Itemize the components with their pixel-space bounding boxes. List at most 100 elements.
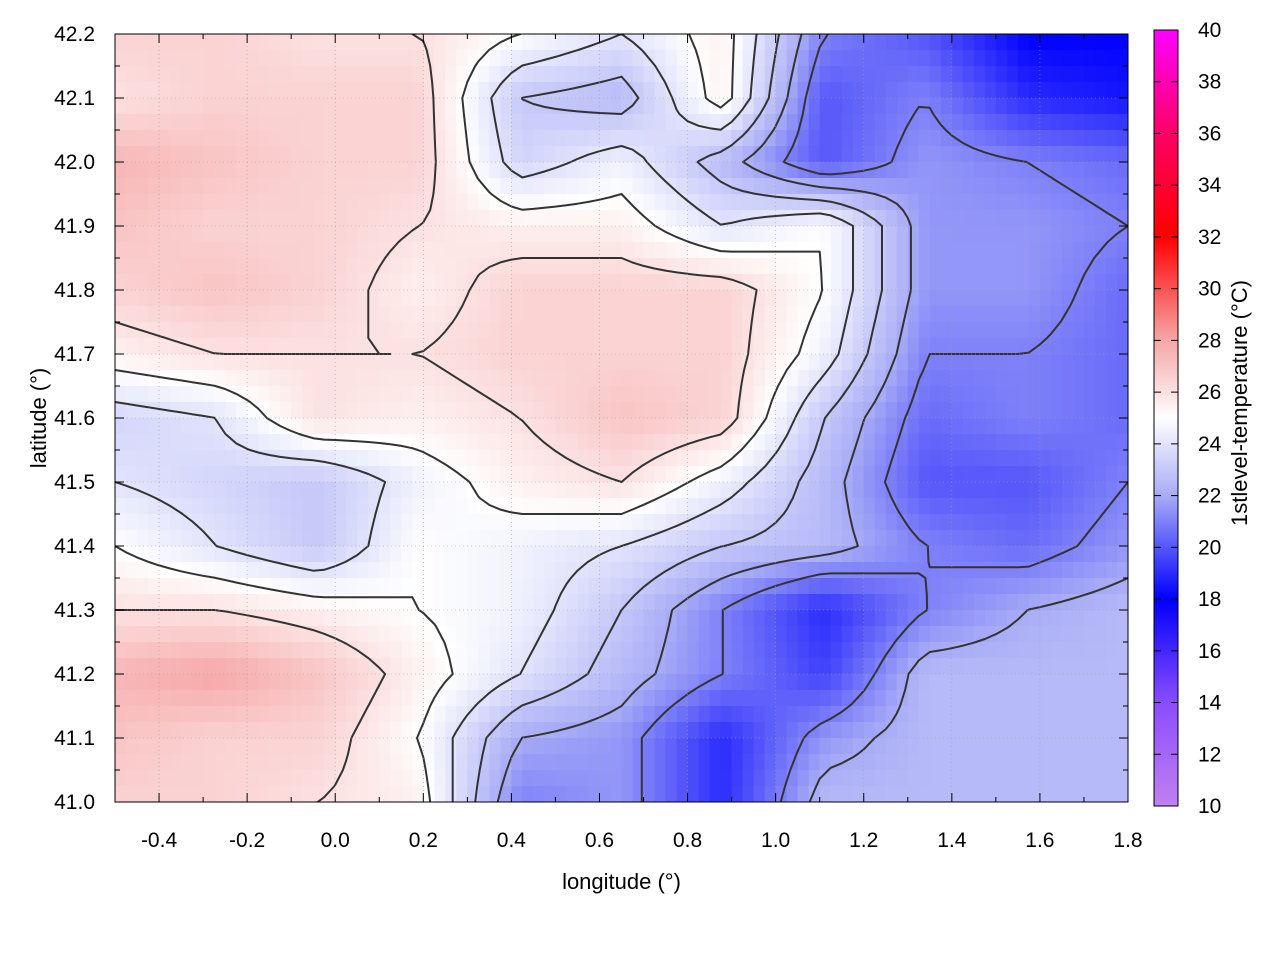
- heatmap-cell: [731, 722, 744, 739]
- heatmap-cell: [258, 450, 270, 467]
- heatmap-cell: [588, 306, 601, 323]
- heatmap-cell: [929, 530, 942, 547]
- heatmap-cell: [621, 770, 634, 787]
- heatmap-cell: [654, 546, 667, 563]
- heatmap-cell: [764, 722, 777, 739]
- heatmap-cell: [786, 578, 799, 595]
- heatmap-cell: [1105, 594, 1118, 611]
- heatmap-cell: [159, 450, 171, 467]
- heatmap-cell: [1028, 210, 1041, 227]
- contour-line-23: [474, 34, 883, 802]
- heatmap-cell: [995, 34, 1008, 51]
- heatmap-cell: [830, 610, 843, 627]
- heatmap-cell: [1039, 418, 1052, 435]
- heatmap-cell: [247, 626, 259, 643]
- heatmap-cell: [500, 738, 512, 755]
- heatmap-cell: [335, 754, 347, 771]
- heatmap-cell: [126, 626, 138, 643]
- heatmap-cell: [401, 466, 413, 483]
- heatmap-cell: [1094, 306, 1107, 323]
- heatmap-cell: [676, 562, 689, 579]
- heatmap-cell: [1017, 210, 1030, 227]
- heatmap-cell: [852, 178, 865, 195]
- heatmap-cell: [236, 210, 248, 227]
- heatmap-cell: [665, 562, 678, 579]
- heatmap-cell: [489, 98, 501, 115]
- heatmap-cell: [511, 226, 523, 243]
- heatmap-cell: [808, 386, 821, 403]
- heatmap-cell: [148, 50, 160, 67]
- heatmap-cell: [137, 226, 149, 243]
- heatmap-cell: [225, 370, 237, 387]
- heatmap-cell: [1017, 578, 1030, 595]
- heatmap-cell: [500, 610, 512, 627]
- heatmap-cell: [335, 642, 347, 659]
- heatmap-cell: [533, 466, 546, 483]
- heatmap-cell: [489, 290, 501, 307]
- heatmap-cell: [786, 130, 799, 147]
- heatmap-cell: [1105, 306, 1118, 323]
- heatmap-cell: [225, 690, 237, 707]
- x-tick-label: 1.0: [761, 829, 790, 852]
- heatmap-cell: [137, 562, 149, 579]
- heatmap-cell: [709, 34, 722, 51]
- heatmap-cell: [599, 290, 612, 307]
- heatmap-cell: [940, 82, 953, 99]
- heatmap-cell: [973, 34, 986, 51]
- heatmap-cell: [984, 594, 997, 611]
- heatmap-cell: [1105, 530, 1118, 547]
- heatmap-cell: [511, 194, 523, 211]
- heatmap-cell: [302, 418, 314, 435]
- heatmap-cell: [434, 754, 446, 771]
- heatmap-cell: [203, 722, 215, 739]
- heatmap-cell: [456, 258, 468, 275]
- heatmap-cell: [291, 162, 303, 179]
- heatmap-cell: [335, 50, 347, 67]
- heatmap-cell: [247, 706, 259, 723]
- heatmap-cell: [456, 274, 468, 291]
- heatmap-cell: [940, 370, 953, 387]
- heatmap-cell: [984, 466, 997, 483]
- heatmap-cell: [940, 578, 953, 595]
- colorbar-tick-label: 12: [1198, 743, 1221, 766]
- heatmap-cell: [808, 770, 821, 787]
- heatmap-cell: [192, 130, 204, 147]
- heatmap-cell: [929, 562, 942, 579]
- heatmap-cell: [269, 738, 281, 755]
- heatmap-cell: [687, 450, 700, 467]
- heatmap-cell: [390, 322, 402, 339]
- heatmap-cell: [830, 578, 843, 595]
- heatmap-cell: [698, 626, 711, 643]
- heatmap-cell: [720, 242, 733, 259]
- heatmap-cell: [489, 306, 501, 323]
- heatmap-cell: [929, 658, 942, 675]
- heatmap-cell: [973, 722, 986, 739]
- heatmap-cell: [1116, 418, 1128, 435]
- heatmap-cell: [401, 418, 413, 435]
- heatmap-cell: [478, 578, 490, 595]
- heatmap-cell: [577, 674, 590, 691]
- heatmap-cell: [1006, 242, 1019, 259]
- heatmap-cell: [434, 546, 446, 563]
- heatmap-cell: [412, 50, 424, 67]
- heatmap-cell: [302, 338, 314, 355]
- heatmap-cell: [500, 786, 512, 802]
- heatmap-cell: [786, 114, 799, 131]
- heatmap-cell: [412, 530, 424, 547]
- heatmap-cell: [1061, 226, 1074, 243]
- heatmap-cell: [588, 226, 601, 243]
- heatmap-cell: [830, 98, 843, 115]
- heatmap-cell: [1039, 66, 1052, 83]
- heatmap-cell: [896, 338, 909, 355]
- heatmap-cell: [1116, 290, 1128, 307]
- heatmap-cell: [1072, 530, 1085, 547]
- heatmap-cell: [258, 434, 270, 451]
- heatmap-cell: [170, 706, 182, 723]
- heatmap-cell: [544, 242, 557, 259]
- heatmap-cell: [522, 130, 535, 147]
- heatmap-cell: [1105, 370, 1118, 387]
- heatmap-cell: [874, 466, 887, 483]
- heatmap-cell: [929, 610, 942, 627]
- heatmap-cell: [1028, 402, 1041, 419]
- heatmap-cell: [676, 754, 689, 771]
